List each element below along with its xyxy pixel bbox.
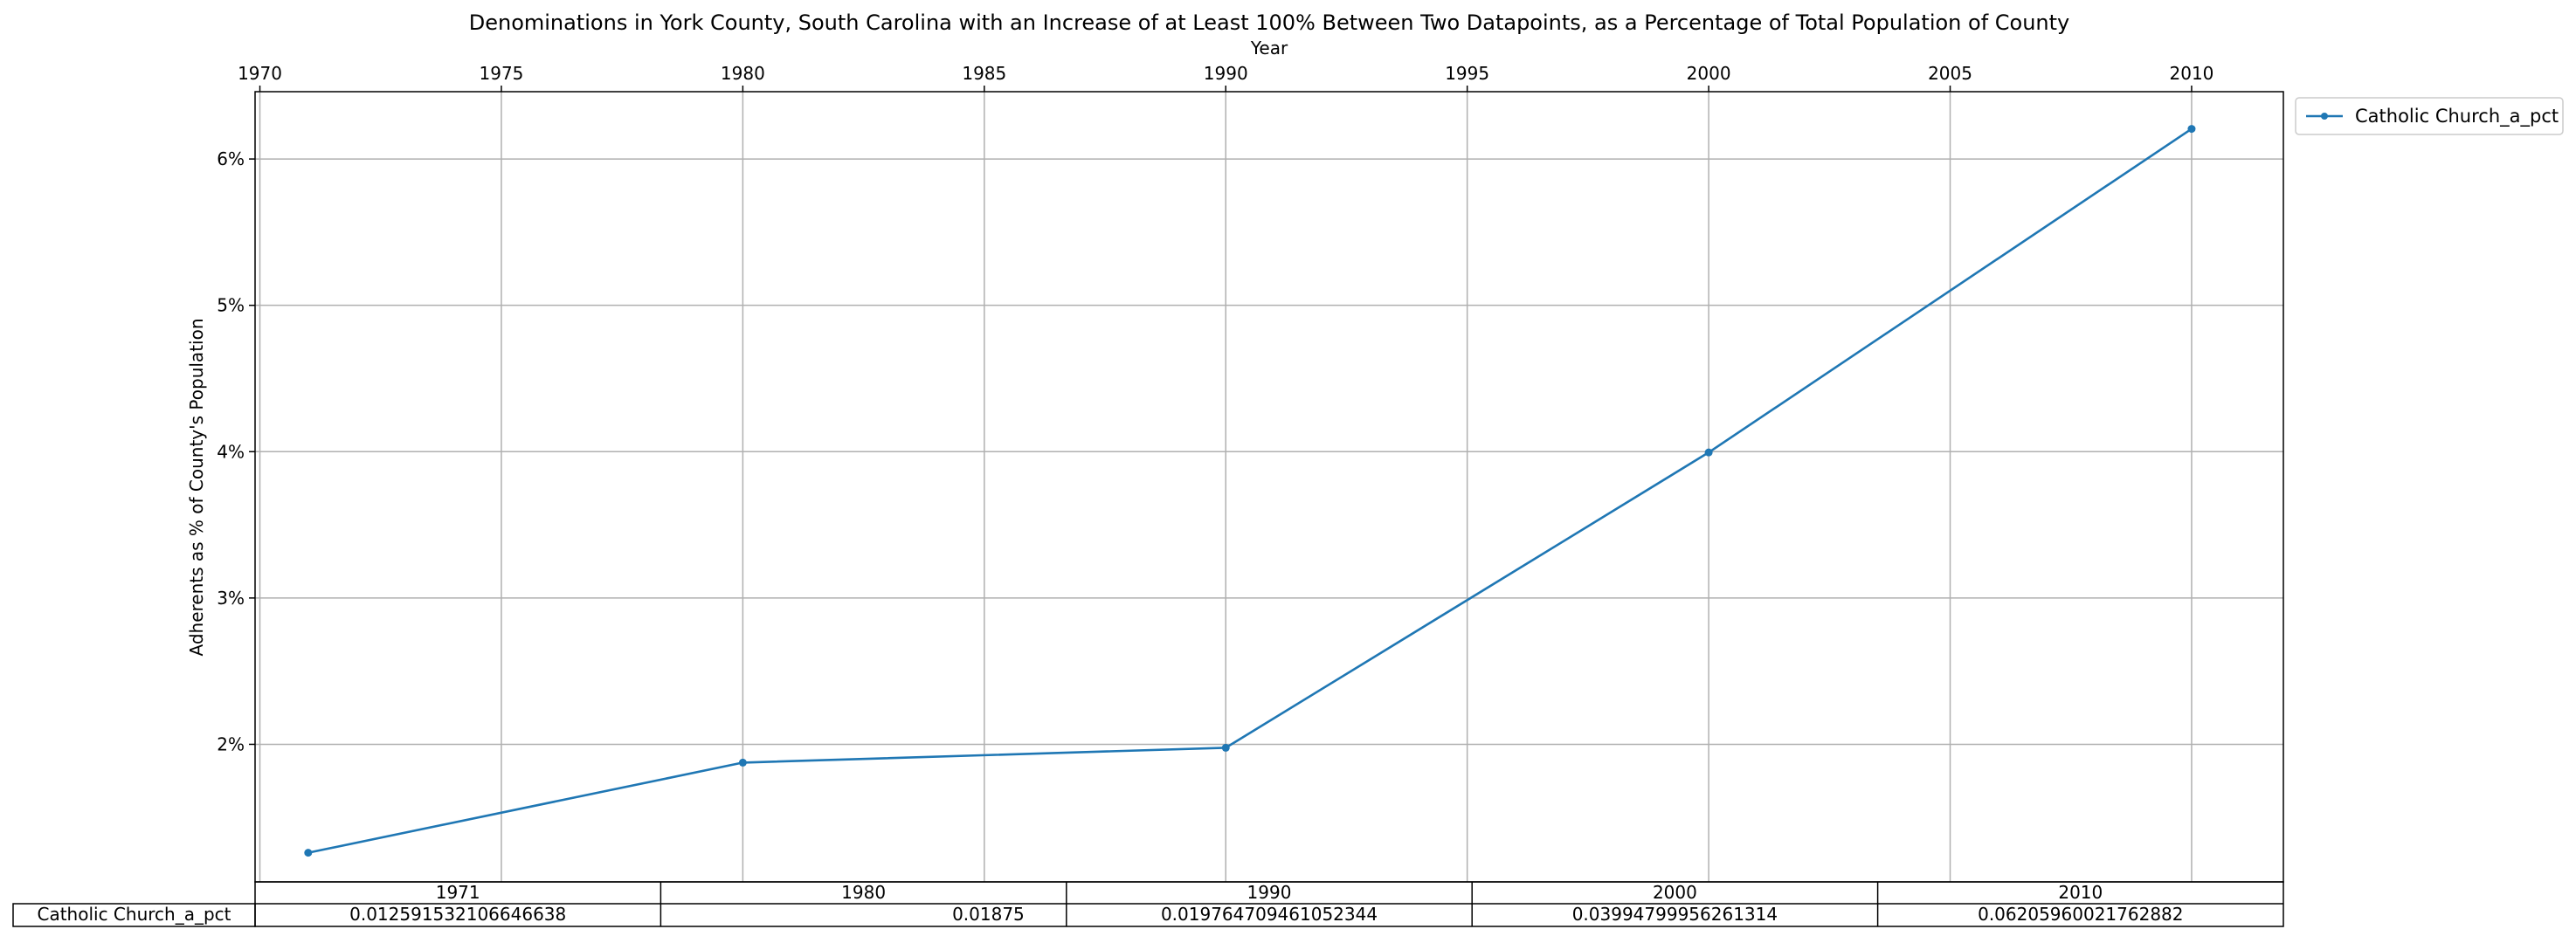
data-point (1221, 743, 1230, 752)
y-axis-label: Adherents as % of County's Population (186, 318, 207, 656)
plot-frame (254, 91, 2284, 883)
data-point (2187, 125, 2196, 134)
table-column-header: 1990 (1247, 882, 1292, 903)
table-cell: 0.01875 (952, 904, 1025, 925)
data-point (1704, 448, 1713, 457)
y-tick-label: 3% (217, 588, 245, 609)
table-row-label: Catholic Church_a_pct (37, 904, 231, 925)
table-row-label-cell (12, 903, 256, 927)
table-column-header: 2000 (1653, 882, 1697, 903)
data-table: 1971 1980 1990 2000 2010 Catholic Church_a_pc… (12, 881, 2284, 927)
table-column-header: 2010 (2058, 882, 2103, 903)
table-cell: 0.03994799956261314 (1572, 904, 1778, 925)
y-tick-label: 5% (217, 295, 245, 316)
table-column-header: 1980 (841, 882, 886, 903)
table-cell: 0.019764709461052344 (1161, 904, 1378, 925)
x-axis-label: Year (1250, 38, 1288, 59)
x-tick-label: 1975 (480, 63, 524, 84)
legend-box (2295, 97, 2564, 135)
x-tick-label: 1995 (1445, 63, 1489, 84)
x-tick-label: 1980 (721, 63, 765, 84)
data-point (304, 849, 313, 857)
x-tick-label: 1990 (1204, 63, 1248, 84)
table-column-header: 1971 (436, 882, 480, 903)
grid-layer (255, 92, 2283, 882)
y-tick-label: 2% (217, 733, 245, 754)
table-cell: 0.06205960021762882 (1978, 904, 2183, 925)
legend: Catholic Church_a_pct (2295, 97, 2564, 135)
x-tick-label: 2000 (1687, 63, 1731, 84)
x-tick-label: 1985 (962, 63, 1006, 84)
data-point (738, 758, 747, 767)
x-tick-label: 2010 (2170, 63, 2214, 84)
ticks-layer: 1970 1975 1980 1985 1990 1995 2000 2005 2010 2% 3%… (217, 63, 2213, 754)
legend-marker (2321, 113, 2328, 120)
series-layer (304, 125, 2196, 857)
x-tick-label: 1970 (238, 63, 282, 84)
y-tick-label: 4% (217, 441, 245, 462)
y-tick-label: 6% (217, 148, 245, 169)
legend-entry-label: Catholic Church_a_pct (2355, 106, 2559, 127)
chart-title: Denominations in York County, South Caro… (469, 10, 2070, 35)
table-cell: 0.012591532106646638 (349, 904, 566, 925)
x-tick-label: 2005 (1928, 63, 1972, 84)
